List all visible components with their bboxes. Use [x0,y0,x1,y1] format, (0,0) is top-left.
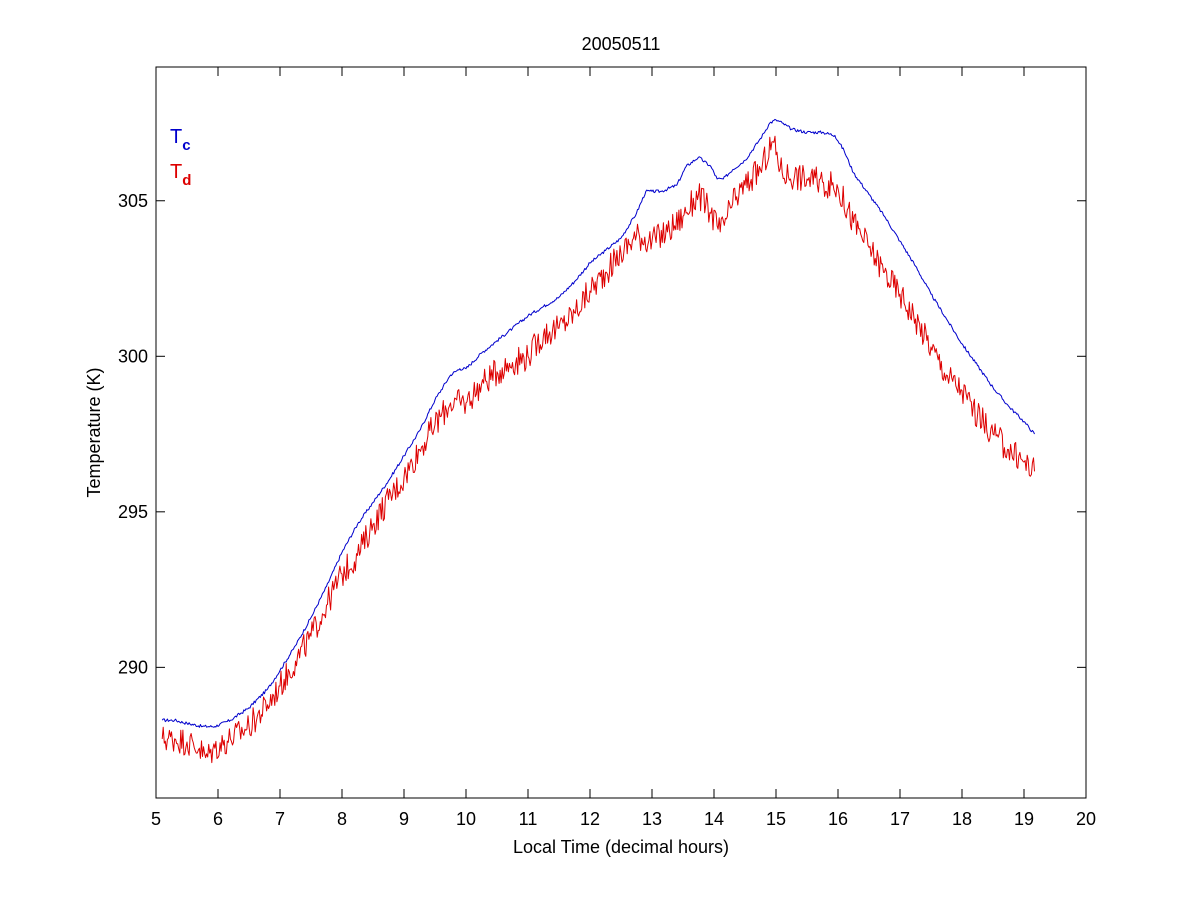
x-tick-label: 11 [519,809,538,829]
x-tick-label: 20 [1076,809,1096,829]
y-tick-label: 300 [118,346,148,366]
legend-label-sub: d [182,172,191,189]
y-tick-label: 305 [118,191,148,211]
x-tick-label: 15 [766,809,786,829]
series-layer [161,118,1035,764]
legend-label-main: T [170,126,182,148]
legend-label-main: T [170,161,182,183]
y-axis-title: Temperature (K) [84,367,104,497]
y-tick-label: 290 [118,657,148,677]
x-tick-label: 19 [1014,809,1034,829]
x-axis-title: Local Time (decimal hours) [513,837,729,857]
x-tick-label: 17 [890,809,910,829]
axes-frame [155,66,1087,799]
x-tick-label: 12 [580,809,600,829]
chart-title: 20050511 [582,34,661,54]
legend-entry-tc: Tc [170,126,191,154]
legend-entry-td: Td [170,161,191,189]
x-tick-label: 13 [642,809,662,829]
x-tick-label: 5 [151,809,161,829]
x-tick-label: 6 [213,809,223,829]
legend-label-sub: c [182,137,190,154]
ticks-layer: 5 6 7 8 9 10 11 12 13 14 15 16 17 18 19 20 290 295 300 305 [118,67,1096,829]
x-tick-label: 16 [828,809,848,829]
x-tick-label: 9 [399,809,409,829]
x-tick-label: 18 [952,809,972,829]
x-tick-label: 10 [456,809,476,829]
x-tick-label: 8 [337,809,347,829]
y-tick-label: 295 [118,502,148,522]
series-line-td [161,135,1035,764]
x-tick-label: 7 [275,809,285,829]
x-tick-label: 14 [704,809,724,829]
series-line-tc [161,118,1035,728]
